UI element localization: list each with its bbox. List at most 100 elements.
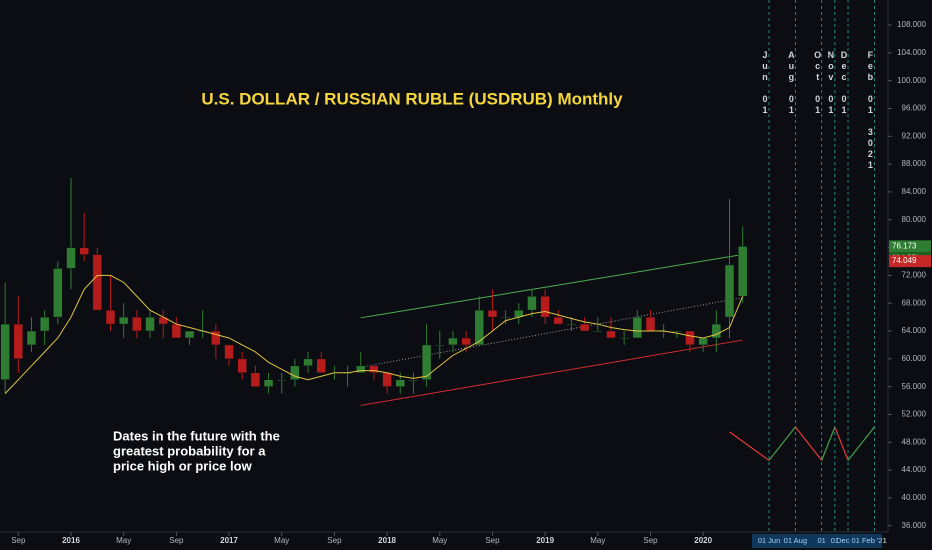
future-date-label: Dec 01 [839, 50, 849, 116]
candle-body [13, 323, 24, 360]
candle-body [737, 246, 748, 297]
candle-body [553, 316, 564, 325]
y-tick-label: 104.000 [897, 48, 926, 57]
future-date-label: Aug 01 [786, 50, 796, 116]
candle-body [158, 316, 168, 325]
candle-body [566, 323, 577, 326]
future-date-axis-label: 01 Aug [784, 536, 807, 545]
candle-body [26, 330, 37, 346]
y-tick-label: 80.000 [902, 215, 927, 224]
x-tick-label: Sep [327, 536, 342, 545]
candle-body [500, 316, 511, 319]
x-tick-label: Sep [169, 536, 184, 545]
trendline [360, 254, 743, 319]
future-date-label: Feb 01 3021 [865, 50, 875, 171]
candle-body [474, 309, 485, 346]
projection-segment [794, 426, 823, 461]
x-tick-label: 2018 [378, 536, 396, 545]
future-date-axis-label: 01 Jun [758, 536, 781, 545]
candle-body [685, 330, 695, 346]
y-tick-label: 40.000 [902, 493, 927, 502]
chart-title: U.S. DOLLAR / RUSSIAN RUBLE (USDRUB) Mon… [201, 89, 623, 108]
x-tick-label: May [274, 536, 289, 545]
y-tick-label: 96.000 [902, 104, 927, 113]
y-tick-label: 84.000 [902, 187, 927, 196]
x-tick-label: Sep [643, 536, 658, 545]
candle-body [632, 316, 643, 339]
annotation-line: greatest probability for a [113, 443, 266, 458]
x-tick-label: 2017 [220, 536, 238, 545]
candle-body [435, 344, 445, 347]
x-tick-label: May [116, 536, 131, 545]
candle-body [395, 379, 405, 387]
price-label-box [889, 255, 931, 268]
candle-body [355, 365, 366, 373]
candle-body [171, 323, 182, 339]
annotation-line: price high or price low [113, 458, 253, 473]
candle-body [369, 365, 379, 373]
candle-body [105, 309, 116, 325]
candle-body [132, 316, 142, 332]
x-tick-label: May [432, 536, 447, 545]
projection-segment [768, 426, 796, 461]
candle-body [145, 316, 155, 332]
future-date-label: Jun 01 [760, 50, 770, 116]
price-label: 74.049 [892, 256, 917, 265]
y-tick-label: 72.000 [902, 270, 927, 279]
candle-body [382, 372, 392, 387]
future-date-label: Oct 01 [813, 50, 823, 116]
y-tick-label: 52.000 [902, 410, 927, 419]
candle-body [619, 337, 629, 340]
price-label: 76.173 [892, 241, 917, 250]
candle-body [672, 330, 682, 333]
candle-body [53, 268, 63, 318]
annotation-line: Dates in the future with the [113, 428, 280, 443]
y-tick-label: 36.000 [902, 521, 927, 530]
y-tick-label: 100.000 [897, 76, 926, 85]
candle-body [66, 247, 76, 269]
y-tick-label: 56.000 [902, 382, 927, 391]
y-tick-label: 92.000 [902, 131, 927, 140]
candle-body [79, 247, 89, 255]
future-date-axis-label: Dec 01 [836, 536, 860, 545]
candle-body [276, 379, 287, 381]
candle-body [118, 316, 129, 325]
candle-body [92, 254, 103, 311]
y-tick-label: 88.000 [902, 159, 927, 168]
y-tick-label: 108.000 [897, 20, 926, 29]
candle-body [579, 323, 590, 332]
candle-body [303, 358, 313, 367]
future-date-axis-label: Feb '21 [862, 536, 887, 545]
x-tick-label: Sep [11, 536, 26, 545]
candle-body [250, 372, 261, 387]
projection-segment [834, 426, 849, 461]
candle-body [263, 379, 274, 387]
candle-body [527, 296, 537, 311]
y-tick-label: 68.000 [902, 298, 927, 307]
price-label-box [889, 240, 931, 253]
y-tick-label: 60.000 [902, 354, 927, 363]
candle-body [421, 344, 432, 380]
x-tick-label: Sep [485, 536, 500, 545]
x-tick-label: 2019 [536, 536, 554, 545]
candle-body [540, 296, 550, 318]
x-tick-label: May [590, 536, 605, 545]
candle-body [448, 337, 458, 346]
projection-segment [821, 426, 836, 461]
y-tick-label: 44.000 [902, 465, 927, 474]
candle-body [593, 330, 603, 333]
projection-segment [729, 431, 770, 461]
candle-body [711, 323, 722, 339]
candle-body [39, 316, 50, 332]
candle-body [184, 330, 195, 339]
candle-body [724, 264, 735, 318]
candle-body [698, 337, 708, 346]
projection-segment [847, 426, 875, 461]
future-date-axis-label: 01 [818, 536, 826, 545]
y-tick-label: 48.000 [902, 437, 927, 446]
candle-body [237, 358, 247, 373]
future-axis-highlight [752, 534, 882, 548]
moving-average [4, 274, 744, 394]
